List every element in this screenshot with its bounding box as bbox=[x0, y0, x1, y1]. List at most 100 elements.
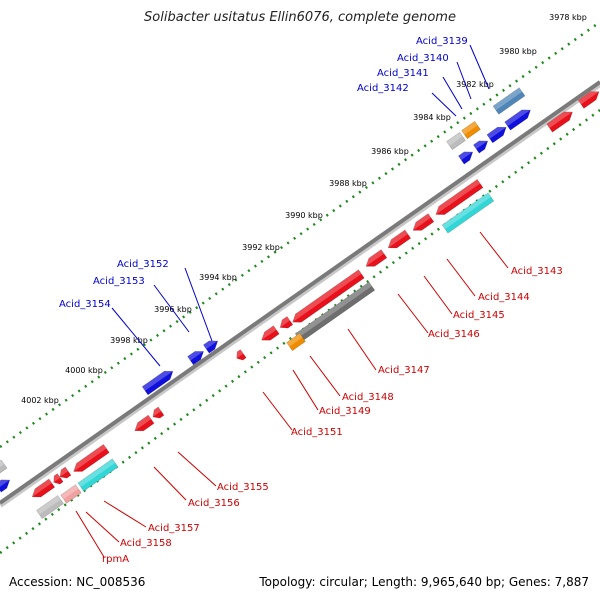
gene-red-top-1-highlight bbox=[546, 111, 573, 129]
tick-label-4000: 4000 kbp bbox=[65, 366, 103, 375]
gene-acid-3157-shape bbox=[73, 444, 110, 472]
gene-acid-3154[interactable] bbox=[141, 367, 176, 396]
gene-label-acid-3148[interactable]: Acid_3148 bbox=[342, 392, 394, 403]
gene-red-mid[interactable] bbox=[259, 325, 280, 345]
gene-acid-3155-highlight bbox=[152, 407, 162, 417]
gene-label-acid-3153[interactable]: Acid_3153 bbox=[93, 276, 145, 287]
gene-acid-3140-highlight bbox=[461, 121, 478, 135]
gene-label-acid-3142[interactable]: Acid_3142 bbox=[357, 83, 409, 94]
gene-label-acid-3145[interactable]: Acid_3145 bbox=[453, 310, 505, 321]
gene-acid-3158[interactable] bbox=[60, 484, 82, 504]
gene-red-top-1[interactable] bbox=[546, 108, 576, 133]
tick-label-3992: 3992 kbp bbox=[242, 243, 280, 252]
tick-label-3986: 3986 kbp bbox=[371, 147, 409, 156]
gene-acid-3151[interactable] bbox=[277, 316, 294, 331]
gene-acid-3139-shape bbox=[492, 87, 526, 115]
gene-blue-a[interactable] bbox=[504, 106, 534, 131]
gene-acid-3152[interactable] bbox=[203, 337, 220, 354]
leader-acid-3144 bbox=[446, 258, 476, 297]
gene-plus-edge[interactable] bbox=[0, 476, 13, 493]
gene-acid-3146[interactable] bbox=[363, 249, 388, 271]
gene-blue-c[interactable] bbox=[473, 137, 490, 154]
gene-label-acid-3149[interactable]: Acid_3149 bbox=[319, 406, 371, 417]
gene-acid-3145-shape bbox=[387, 229, 412, 249]
gene-acid-3149-shape bbox=[286, 332, 306, 352]
gene-plus-edge-shape bbox=[0, 479, 11, 493]
gene-label-acid-3152[interactable]: Acid_3152 bbox=[117, 259, 169, 270]
gene-red-mid-shape bbox=[261, 325, 280, 341]
label-leader-lines bbox=[75, 44, 509, 558]
gene-label-rpma[interactable]: rpmA bbox=[102, 554, 129, 565]
gene-acid-3149-highlight bbox=[286, 333, 303, 347]
gene-acid-3139[interactable] bbox=[492, 87, 526, 115]
gene-acid-3147-shape bbox=[292, 269, 365, 323]
gene-label-acid-3151[interactable]: Acid_3151 bbox=[291, 427, 343, 438]
gene-acid-3153-shape bbox=[187, 351, 204, 366]
leader-acid-3147 bbox=[347, 328, 377, 371]
tick-label-3988: 3988 kbp bbox=[329, 179, 367, 188]
gene-red-tri-shape bbox=[236, 349, 247, 361]
gene-acid-3143-rna-highlight bbox=[442, 192, 491, 230]
gene-acid-3143[interactable] bbox=[433, 179, 484, 218]
leader-acid-3151 bbox=[262, 391, 293, 431]
gene-label-acid-3146[interactable]: Acid_3146 bbox=[428, 329, 480, 340]
gene-label-acid-3143[interactable]: Acid_3143 bbox=[511, 266, 563, 277]
gene-acid-3146-shape bbox=[365, 249, 388, 267]
gene-acid-3153[interactable] bbox=[187, 347, 207, 366]
gene-blue-a-shape bbox=[504, 109, 531, 131]
gene-label-acid-3144[interactable]: Acid_3144 bbox=[478, 292, 530, 303]
gene-acid-3143-rna[interactable] bbox=[441, 192, 495, 234]
gene-label-acid-3154[interactable]: Acid_3154 bbox=[59, 299, 111, 310]
gene-acid-3149[interactable] bbox=[286, 332, 306, 352]
gene-plus-edge-highlight bbox=[0, 479, 10, 489]
gene-red-top-2-shape bbox=[577, 91, 600, 109]
backbone-line bbox=[0, 80, 600, 505]
gene-label-acid-3141[interactable]: Acid_3141 bbox=[377, 68, 429, 79]
gene-acid-3156[interactable] bbox=[132, 414, 155, 435]
gene-acid-3142[interactable] bbox=[446, 131, 466, 151]
gene-acid-3145[interactable] bbox=[385, 229, 412, 252]
tick-label-4002: 4002 kbp bbox=[21, 396, 59, 405]
gene-red-small-a[interactable] bbox=[57, 466, 72, 481]
gene-acid-3143-shape bbox=[435, 179, 484, 215]
gene-acid-3155[interactable] bbox=[150, 406, 165, 421]
gene-label-acid-3157[interactable]: Acid_3157 bbox=[148, 523, 200, 534]
gene-label-acid-3156[interactable]: Acid_3156 bbox=[188, 498, 240, 509]
leader-acid-3154 bbox=[111, 307, 161, 367]
gene-red-tri[interactable] bbox=[234, 349, 247, 363]
gene-light-edge[interactable] bbox=[0, 459, 8, 475]
tick-label-3998: 3998 kbp bbox=[110, 336, 148, 345]
gene-rpma[interactable] bbox=[29, 478, 56, 501]
gene-acid-3147-highlight bbox=[292, 269, 362, 323]
gene-blue-b-shape bbox=[486, 126, 507, 144]
gene-acid-3152-highlight bbox=[203, 340, 218, 350]
gene-light-low-shape bbox=[36, 495, 64, 519]
gene-blue-b[interactable] bbox=[486, 123, 509, 144]
gene-acid-3153-highlight bbox=[187, 351, 204, 361]
gene-acid-3144[interactable] bbox=[410, 213, 435, 235]
gene-red-small-b[interactable] bbox=[51, 473, 64, 487]
gene-acid-3158-shape bbox=[60, 484, 82, 504]
tick-label-3996: 3996 kbp bbox=[154, 305, 192, 314]
outer-dotted-ring bbox=[0, 20, 600, 449]
gene-label-acid-3158[interactable]: Acid_3158 bbox=[120, 538, 172, 549]
leader-acid-3152 bbox=[184, 267, 213, 342]
tick-label-3990: 3990 kbp bbox=[285, 211, 323, 220]
leader-acid-3145 bbox=[423, 275, 453, 315]
leader-acid-3155 bbox=[177, 451, 217, 487]
gene-red-top-2[interactable] bbox=[577, 88, 600, 109]
gene-acid-3157-rna[interactable] bbox=[77, 458, 119, 492]
leader-acid-3143 bbox=[479, 231, 509, 269]
gene-label-acid-3140[interactable]: Acid_3140 bbox=[397, 53, 449, 64]
gene-red-top-1-shape bbox=[546, 111, 573, 133]
gene-light-low[interactable] bbox=[36, 495, 64, 519]
gene-label-acid-3139[interactable]: Acid_3139 bbox=[416, 36, 468, 47]
gene-acid-3147[interactable] bbox=[290, 269, 365, 326]
gene-blue-d[interactable] bbox=[458, 148, 475, 165]
accession-text: Accession: NC_008536 bbox=[9, 575, 146, 589]
gene-acid-3157[interactable] bbox=[71, 444, 110, 475]
gene-label-acid-3155[interactable]: Acid_3155 bbox=[217, 482, 269, 493]
gene-label-acid-3147[interactable]: Acid_3147 bbox=[378, 365, 430, 376]
gene-acid-3140[interactable] bbox=[461, 120, 481, 140]
map-title: Solibacter usitatus Ellin6076, complete … bbox=[144, 10, 456, 25]
